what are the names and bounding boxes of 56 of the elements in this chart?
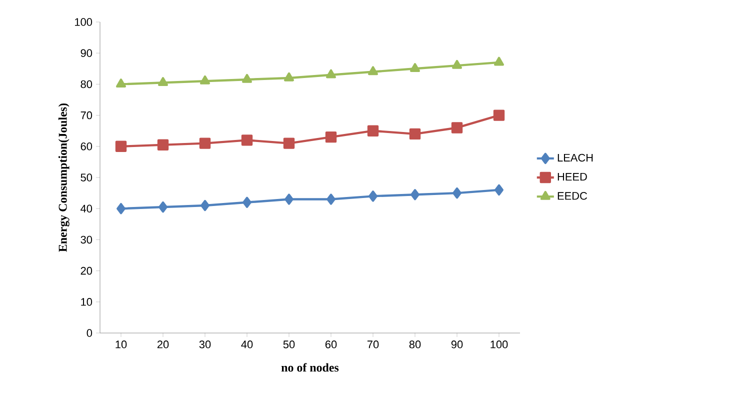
x-tick-label: 40 xyxy=(241,340,253,348)
y-axis-title: Energy Consumption(Joules) xyxy=(58,103,70,252)
y-tick-label: 20 xyxy=(80,266,92,275)
point xyxy=(325,131,337,143)
x-tick-label: 20 xyxy=(157,340,169,348)
legend-label: HEED xyxy=(558,172,587,181)
point xyxy=(284,194,294,205)
x-axis-title: no of nodes xyxy=(281,363,339,372)
x-tick-label: 100 xyxy=(490,340,508,348)
legend-label: EEDC xyxy=(558,192,588,200)
point xyxy=(284,72,294,82)
point xyxy=(409,128,421,140)
point xyxy=(326,69,336,78)
point xyxy=(200,75,210,84)
x-tick-label: 10 xyxy=(116,340,127,348)
y-tick-label: 60 xyxy=(80,142,92,150)
y-tick-label: 70 xyxy=(80,111,92,120)
y-tick-label: 40 xyxy=(80,204,92,212)
point xyxy=(157,139,169,150)
point xyxy=(493,110,505,121)
point xyxy=(368,66,378,76)
point xyxy=(410,63,420,72)
y-tick-label: 90 xyxy=(80,49,92,57)
point xyxy=(452,187,462,199)
point xyxy=(242,74,252,83)
x-tick-label: 90 xyxy=(451,340,463,348)
y-tick-label: 10 xyxy=(81,298,92,306)
x-tick-label: 60 xyxy=(325,340,337,348)
x-tick-label: 80 xyxy=(409,340,421,348)
point xyxy=(367,125,379,136)
y-tick-label: 80 xyxy=(80,80,92,88)
legend-label: LEACH xyxy=(558,154,593,162)
y-tick-label: 50 xyxy=(80,174,92,182)
point xyxy=(451,122,463,134)
point xyxy=(452,60,462,69)
y-tick-label: 0 xyxy=(86,329,92,337)
point xyxy=(368,190,378,202)
point xyxy=(241,134,253,146)
x-tick-label: 50 xyxy=(283,340,295,348)
y-tick-label: 100 xyxy=(75,18,92,26)
point xyxy=(494,56,504,66)
point xyxy=(242,196,252,208)
point xyxy=(410,189,420,200)
point xyxy=(199,138,211,149)
point xyxy=(283,138,295,149)
point xyxy=(116,203,126,214)
point xyxy=(115,140,127,152)
y-tick-label: 30 xyxy=(80,236,92,244)
x-tick-label: 30 xyxy=(199,340,211,348)
point xyxy=(116,78,126,88)
point xyxy=(200,200,210,212)
point xyxy=(326,194,336,205)
point xyxy=(158,201,168,213)
x-tick-label: 70 xyxy=(367,340,379,348)
point xyxy=(494,184,504,196)
point xyxy=(158,77,168,86)
